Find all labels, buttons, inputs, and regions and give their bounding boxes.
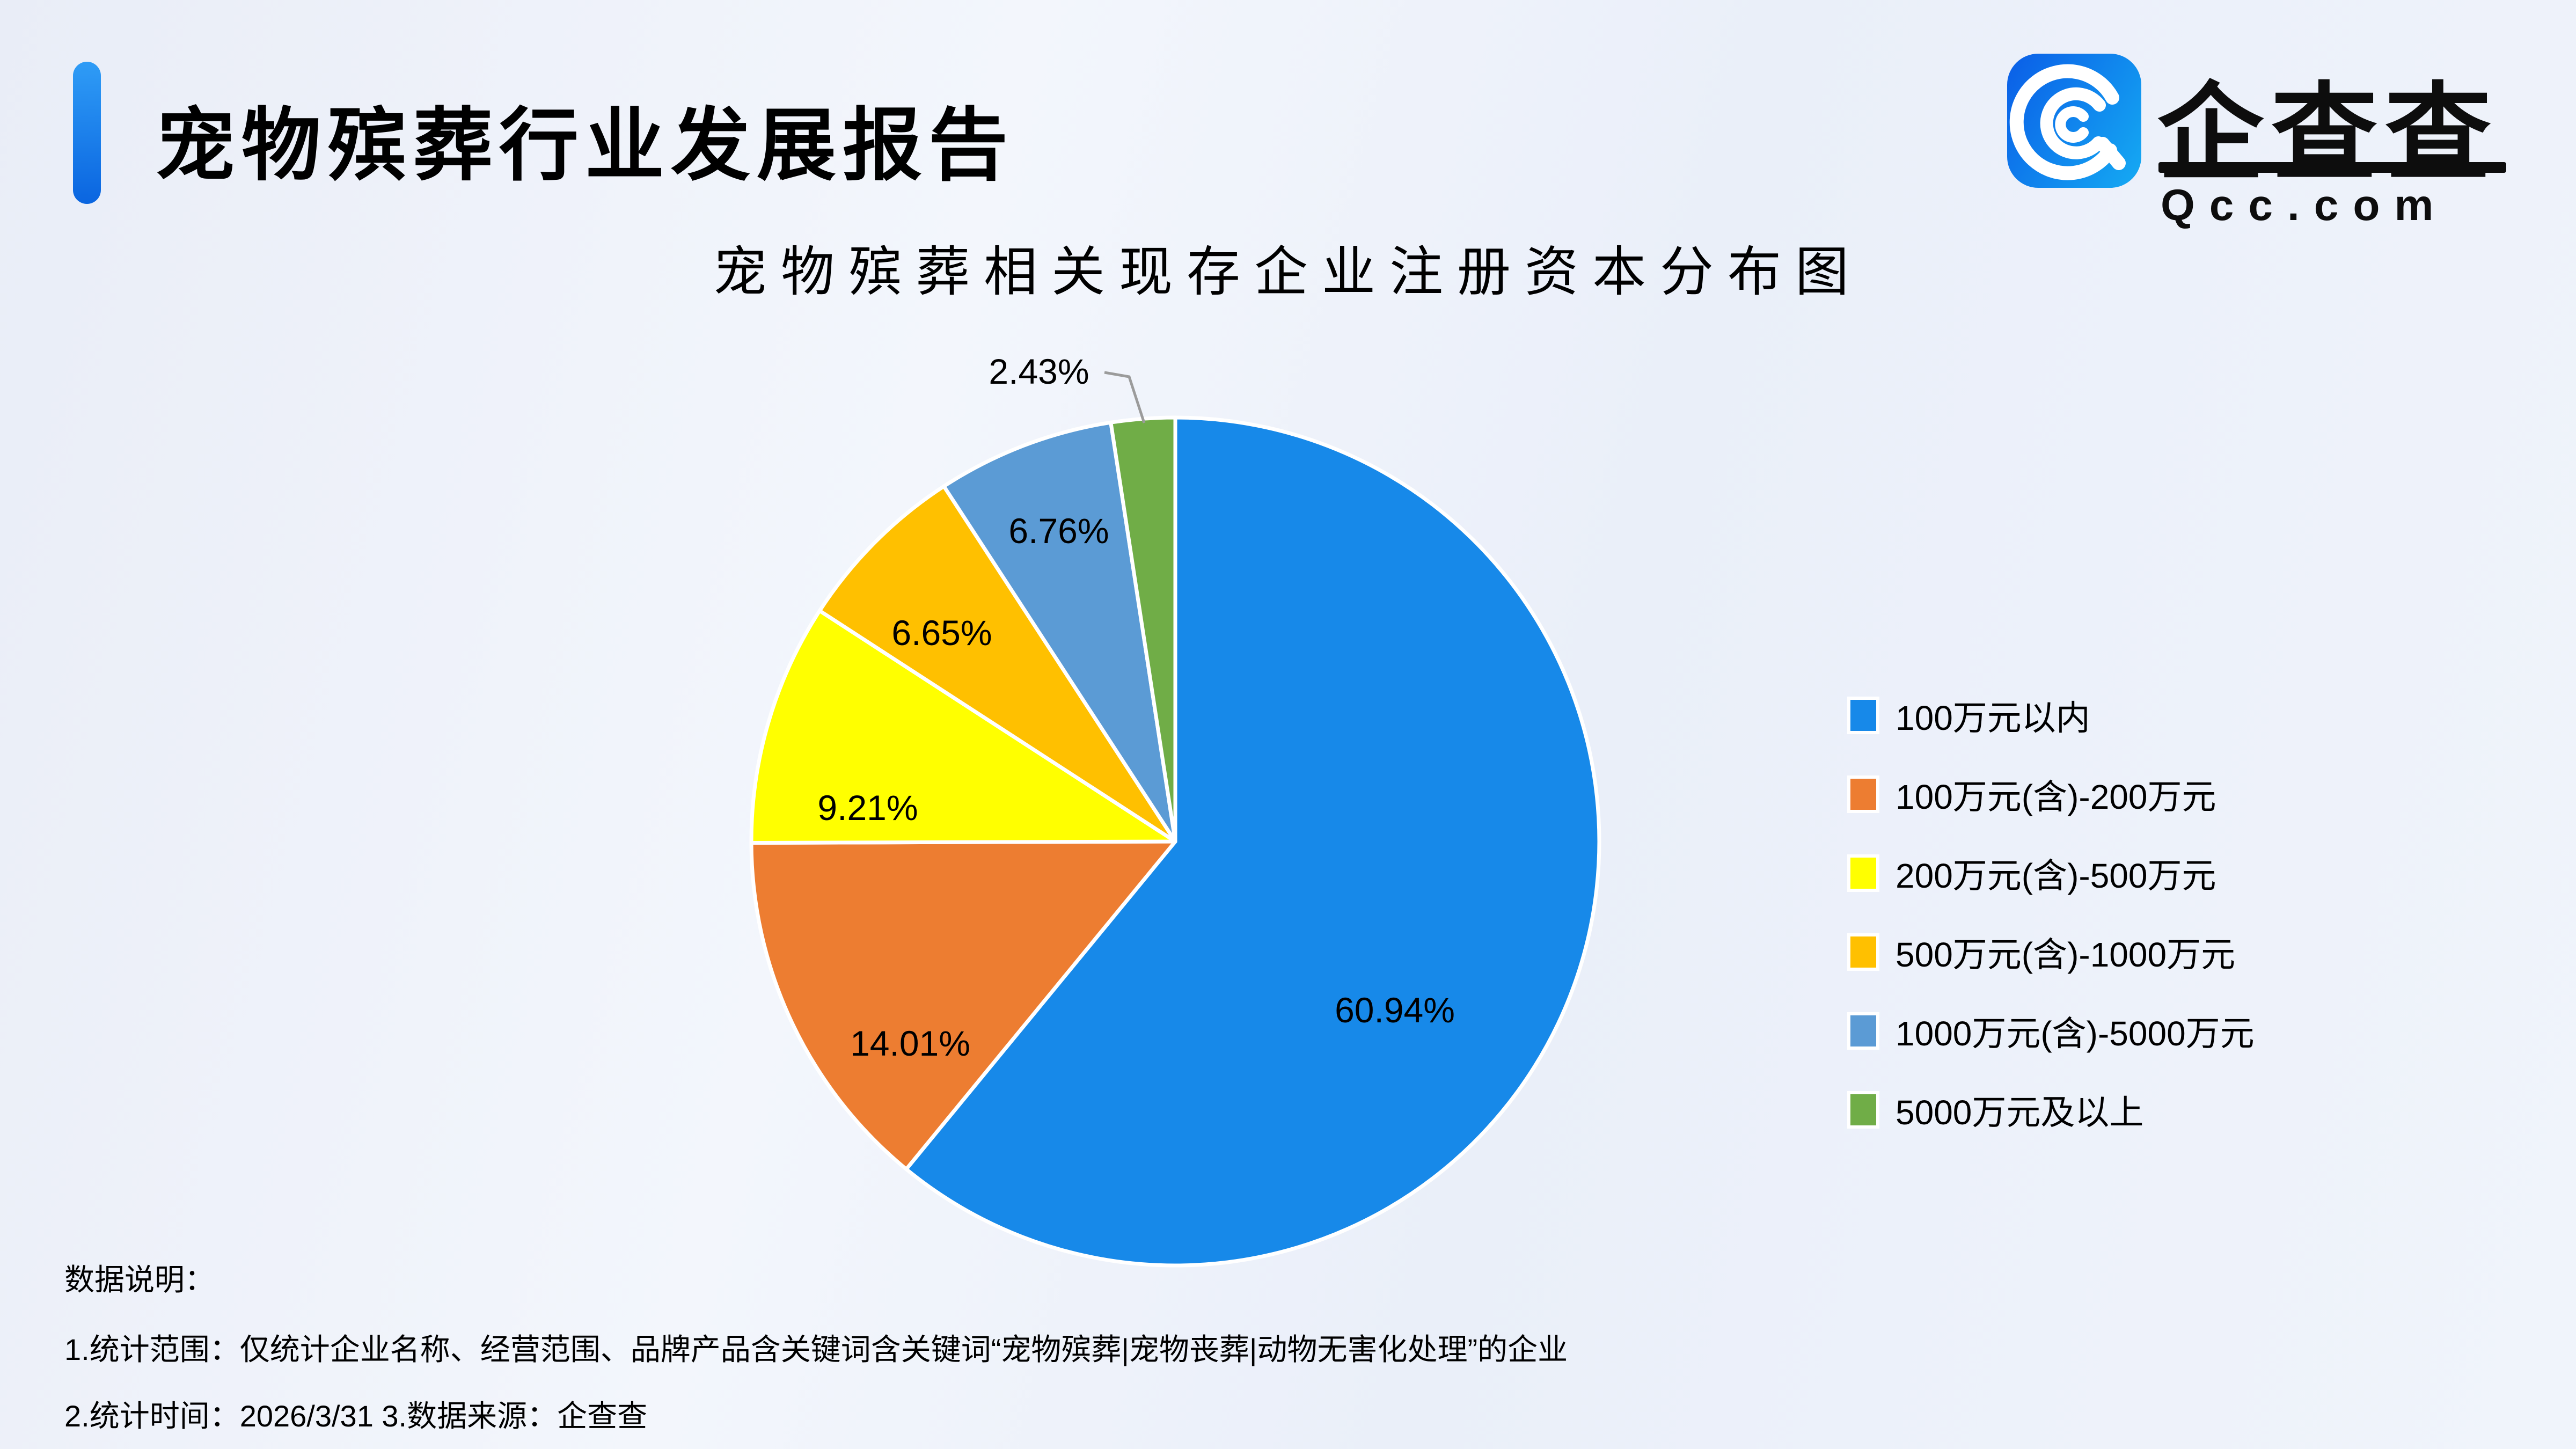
legend-label: 100万元(含)-200万元 [1896, 777, 2216, 816]
legend-label: 200万元(含)-500万元 [1896, 856, 2216, 895]
legend-item-0[interactable]: 100万元以内 [1847, 676, 2255, 755]
chart-legend: 100万元以内 100万元(含)-200万元 200万元(含)-500万元 500万元… [1847, 676, 2255, 1149]
pie-slice-0[interactable] [904, 415, 1601, 1268]
pie-label-outside: 2.43% [989, 352, 1089, 391]
header-accent-bar [73, 62, 101, 204]
legend-swatch [1847, 933, 1879, 971]
legend-label: 5000万元及以上 [1896, 1093, 2144, 1132]
legend-swatch [1847, 1091, 1879, 1129]
legend-label: 100万元以内 [1896, 698, 2090, 737]
legend-item-5[interactable]: 5000万元及以上 [1847, 1070, 2255, 1149]
logo-underline [2158, 162, 2506, 173]
pie-label: 60.94% [1335, 990, 1455, 1030]
notes-line-2: 2.统计时间：2026/3/31 3.数据来源：企查查 [64, 1399, 648, 1433]
pie-label: 9.21% [817, 788, 918, 828]
notes-line-1: 1.统计范围：仅统计企业名称、经营范围、品牌产品含关键词含关键词“宠物殡葬|宠物… [64, 1333, 1568, 1366]
pie-slice-1[interactable] [749, 839, 1177, 1172]
pie-slice-4[interactable] [942, 420, 1177, 844]
legend-swatch [1847, 696, 1879, 734]
legend-item-2[interactable]: 200万元(含)-500万元 [1847, 833, 2255, 912]
pie-slice-3[interactable] [817, 484, 1177, 844]
logo-brand-text: 企查查 [2157, 74, 2499, 193]
logo-domain-text: Qcc.com [2161, 181, 2448, 230]
pie-label: 6.65% [891, 613, 992, 653]
chart-title: 宠物殡葬相关现存企业注册资本分布图 [713, 242, 1863, 302]
qcc-logo-icon [2007, 54, 2141, 188]
legend-swatch [1847, 1012, 1879, 1050]
legend-item-3[interactable]: 500万元(含)-1000万元 [1847, 912, 2255, 991]
pie-label: 14.01% [850, 1023, 970, 1063]
legend-label: 1000万元(含)-5000万元 [1896, 1014, 2255, 1053]
label-leader-line [1104, 371, 1146, 423]
page-title: 宠物殡葬行业发展报告 [156, 101, 1014, 190]
legend-label: 500万元(含)-1000万元 [1896, 935, 2236, 974]
legend-item-1[interactable]: 100万元(含)-200万元 [1847, 755, 2255, 833]
notes-heading: 数据说明： [64, 1263, 215, 1297]
pie-label: 6.76% [1008, 511, 1109, 551]
pie-slice-2[interactable] [749, 609, 1177, 845]
legend-item-4[interactable]: 1000万元(含)-5000万元 [1847, 991, 2255, 1070]
legend-swatch [1847, 775, 1879, 813]
legend-swatch [1847, 854, 1879, 892]
